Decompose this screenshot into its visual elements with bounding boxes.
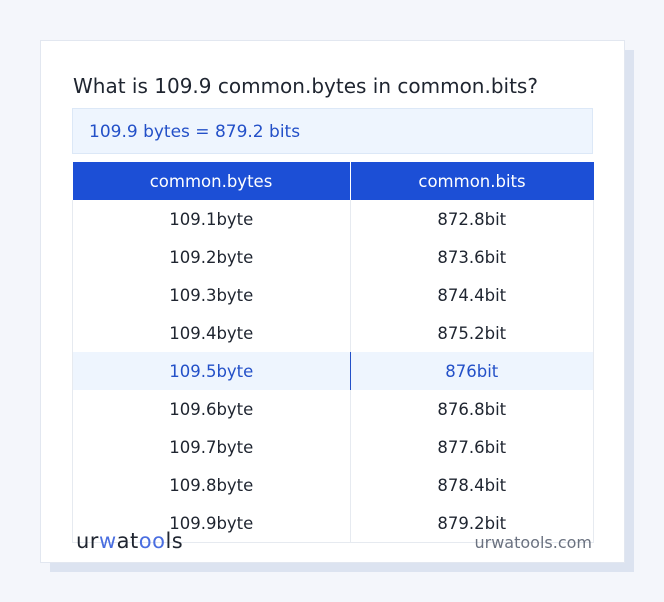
bytes-cell: 109.1byte — [72, 200, 351, 238]
table-row: 109.7byte 877.6bit — [72, 428, 595, 466]
bits-cell: 872.8bit — [349, 200, 595, 238]
table-row: 109.1byte 872.8bit — [72, 200, 595, 238]
bytes-cell: 109.3byte — [72, 276, 351, 314]
bits-cell: 879.2bit — [349, 504, 595, 543]
table-row: 109.9byte 879.2bit — [72, 504, 595, 543]
bits-cell: 878.4bit — [349, 466, 595, 504]
table-row: 109.2byte 873.6bit — [72, 238, 595, 276]
table-row: 109.3byte 874.4bit — [72, 276, 595, 314]
bytes-cell: 109.2byte — [72, 238, 351, 276]
page-title: What is 109.9 common.bytes in common.bit… — [73, 74, 538, 98]
result-box: 109.9 bytes = 879.2 bits — [72, 108, 593, 154]
table-row: 109.6byte 876.8bit — [72, 390, 595, 428]
table-row: 109.8byte 878.4bit — [72, 466, 595, 504]
bytes-cell: 109.4byte — [72, 314, 351, 352]
bytes-cell: 109.8byte — [72, 466, 351, 504]
bits-cell: 877.6bit — [349, 428, 595, 466]
bits-cell: 873.6bit — [349, 238, 595, 276]
bits-cell: 876bit — [349, 352, 595, 390]
header-bytes: common.bytes — [72, 162, 351, 200]
bits-cell: 876.8bit — [349, 390, 595, 428]
bytes-cell: 109.7byte — [72, 428, 351, 466]
header-bits: common.bits — [350, 162, 594, 200]
table-row: 109.5byte 876bit — [72, 352, 595, 390]
table-row: 109.4byte 875.2bit — [72, 314, 595, 352]
conversion-table: common.bytes common.bits 109.1byte 872.8b… — [72, 162, 595, 543]
bytes-cell: 109.6byte — [72, 390, 351, 428]
bytes-cell: 109.9byte — [72, 504, 351, 543]
site-link[interactable]: urwatools.com — [474, 533, 593, 552]
urwatools-logo: urwatools — [76, 529, 184, 553]
bytes-cell: 109.5byte — [72, 352, 351, 390]
bits-cell: 874.4bit — [349, 276, 595, 314]
converter-card: What is 109.9 common.bytes in common.bit… — [40, 40, 625, 563]
bits-cell: 875.2bit — [349, 314, 595, 352]
